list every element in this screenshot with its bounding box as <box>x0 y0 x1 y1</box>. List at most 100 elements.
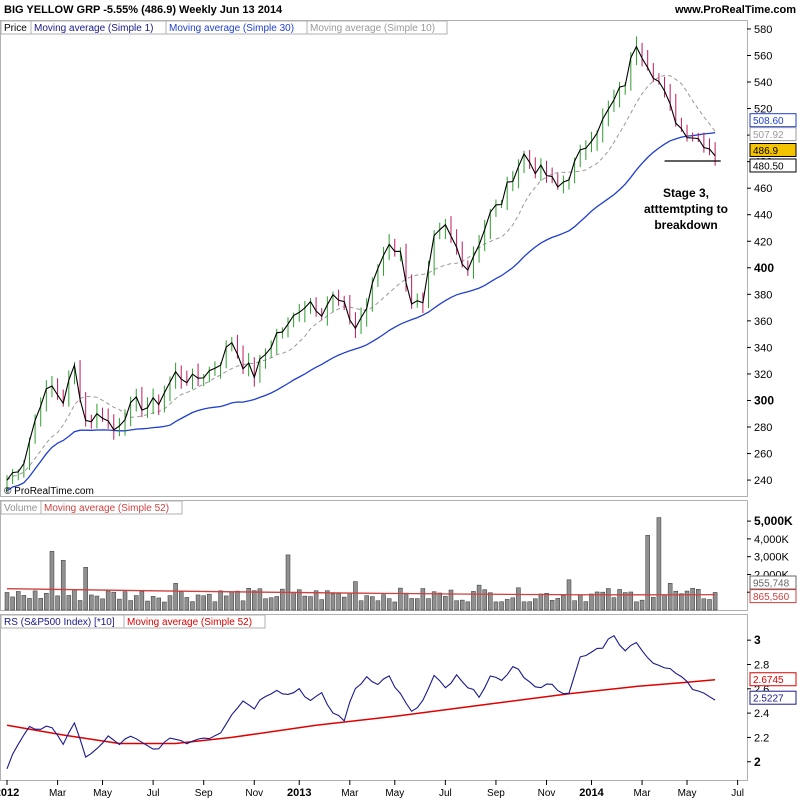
volume-bar <box>274 596 280 611</box>
site-url: www.ProRealTime.com <box>674 4 796 16</box>
rs-ma-tag: 2.6745 <box>753 675 784 686</box>
volume-bar <box>712 592 718 611</box>
volume-bar <box>634 601 639 611</box>
volume-bar <box>263 598 268 611</box>
volume-bar <box>684 590 690 611</box>
volume-y-label: 4,000K <box>754 534 790 546</box>
volume-bar <box>347 592 353 611</box>
price-y-label: 280 <box>754 422 772 434</box>
volume-bar <box>701 598 707 611</box>
svg-text:RS (S&P500 Index) [*10]: RS (S&P500 Index) [*10] <box>4 617 115 628</box>
rs-legend: RS (S&P500 Index) [*10] Moving average (… <box>0 614 266 629</box>
price-y-label: 240 <box>754 475 772 487</box>
volume-bar <box>252 590 257 611</box>
volume-bar <box>628 591 634 611</box>
volume-bar <box>66 595 72 611</box>
volume-bar <box>622 592 628 611</box>
price-y-label: 460 <box>754 183 772 195</box>
volume-bar <box>313 590 319 611</box>
price-y-label: 400 <box>754 261 774 275</box>
rs-tag-box <box>749 690 797 705</box>
price-y-label: 340 <box>754 342 772 354</box>
rs-ma-line <box>6 678 716 745</box>
volume-y-label: 3,000K <box>754 552 790 564</box>
volume-bar <box>437 592 442 611</box>
volume-bar <box>15 591 21 611</box>
volume-ma-line <box>6 588 716 596</box>
volume-bar <box>415 598 420 611</box>
volume-tag: 955,748 <box>753 579 790 590</box>
volume-bar <box>521 601 527 611</box>
svg-text:Moving average (Simple 52): Moving average (Simple 52) <box>127 617 252 628</box>
rs-line <box>6 634 716 769</box>
volume-bar <box>145 600 150 611</box>
volume-bar <box>89 594 94 611</box>
volume-bar <box>482 589 487 611</box>
price-y-label: 360 <box>754 316 772 328</box>
volume-bar <box>72 589 77 611</box>
volume-bar <box>308 596 313 611</box>
volume-bar <box>134 595 139 611</box>
volume-bar <box>358 600 364 611</box>
svg-text:Moving average (Simple 52): Moving average (Simple 52) <box>44 503 169 514</box>
volume-bar <box>268 597 274 611</box>
volume-bar <box>448 589 454 611</box>
volume-bar <box>302 595 308 611</box>
volume-bar <box>555 598 561 611</box>
volume-bar <box>589 593 594 611</box>
volume-bar <box>105 590 111 611</box>
annotation-line: breakdown <box>654 218 717 232</box>
volume-bar <box>195 594 201 611</box>
hidden-price-tag-box <box>749 158 797 173</box>
volume-bar <box>49 551 55 611</box>
volume-bar <box>662 594 667 611</box>
rs-y-label: 3 <box>754 633 761 647</box>
volume-bar <box>257 588 263 611</box>
price-y-label: 540 <box>754 77 772 89</box>
x-label: Mar <box>49 788 67 799</box>
volume-bar <box>527 601 532 611</box>
volume-bar <box>392 601 398 611</box>
volume-bar <box>364 595 369 611</box>
volume-bar <box>162 601 167 611</box>
volume-bar <box>111 591 117 611</box>
volume-bar <box>353 581 358 611</box>
volume-bar <box>77 600 83 611</box>
volume-bar <box>409 598 414 611</box>
volume-bar <box>679 593 684 611</box>
x-label: May <box>93 788 112 799</box>
volume-bar <box>212 601 218 611</box>
volume-bar <box>370 596 375 611</box>
volume-bar <box>330 593 336 611</box>
volume-bar <box>44 593 49 611</box>
price-y-label: 300 <box>754 393 774 407</box>
volume-bar <box>476 584 482 611</box>
x-label: Jul <box>439 788 452 799</box>
volume-bar <box>431 591 437 611</box>
volume-bar <box>600 591 605 611</box>
x-label: 2014 <box>579 787 604 799</box>
svg-text:Volume: Volume <box>4 503 38 514</box>
volume-bar <box>156 597 161 611</box>
volume-bar <box>577 594 583 611</box>
volume-bar <box>122 591 128 611</box>
volume-bar <box>544 593 549 611</box>
price-series <box>6 36 721 492</box>
volume-bar <box>94 595 100 611</box>
volume-bar <box>549 600 555 611</box>
rs-tag: 2.5227 <box>753 694 784 705</box>
volume-bar <box>516 587 521 611</box>
rs-y-label: 2.4 <box>754 708 769 720</box>
volume-bar <box>184 597 190 611</box>
volume-bar <box>150 596 156 611</box>
volume-bar <box>207 593 212 611</box>
rs-y-label: 2 <box>754 755 761 769</box>
volume-bar <box>285 554 291 611</box>
volume-bar <box>178 591 184 611</box>
price-y-label: 560 <box>754 50 772 62</box>
volume-bar <box>240 600 246 611</box>
x-label: Sep <box>487 788 505 799</box>
value-tags: 480.50 508.60 507.92 486.9 955,748 865,560 2.6… <box>749 113 797 705</box>
volume-bar <box>381 594 386 611</box>
svg-text:Price: Price <box>4 23 27 34</box>
